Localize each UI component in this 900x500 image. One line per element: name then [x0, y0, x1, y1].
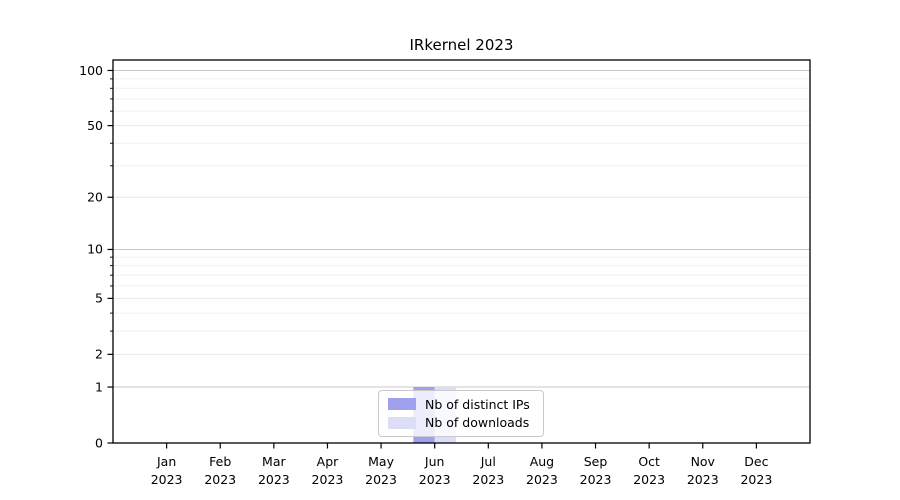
axes-frame — [112, 59, 811, 444]
y-tick-label-5: 5 — [95, 291, 103, 306]
x-tick-label-feb: Feb — [209, 454, 231, 469]
x-tick-year-jun: 2023 — [419, 472, 451, 487]
x-tick-year-nov: 2023 — [687, 472, 719, 487]
x-tick-year-sep: 2023 — [580, 472, 612, 487]
y-tick-label-1: 1 — [95, 379, 103, 394]
y-tick-label-2: 2 — [95, 347, 103, 362]
x-tick-label-dec: Dec — [744, 454, 768, 469]
chart-title: IRkernel 2023 — [409, 36, 514, 54]
x-tick-year-dec: 2023 — [740, 472, 772, 487]
legend: Nb of distinct IPs Nb of downloads — [378, 390, 544, 437]
x-tick-label-jan: Jan — [156, 454, 176, 469]
x-tick-label-may: May — [368, 454, 394, 469]
x-tick-label-sep: Sep — [584, 454, 608, 469]
legend-label: Nb of downloads — [425, 415, 530, 431]
x-tick-year-apr: 2023 — [312, 472, 344, 487]
x-tick-year-aug: 2023 — [526, 472, 558, 487]
y-tick-label-0: 0 — [95, 435, 103, 450]
x-tick-label-jun: Jun — [424, 454, 445, 469]
x-tick-label-aug: Aug — [530, 454, 554, 469]
legend-entry-1: Nb of downloads — [388, 414, 535, 432]
x-tick-year-jul: 2023 — [472, 472, 504, 487]
x-tick-year-feb: 2023 — [204, 472, 236, 487]
x-tick-label-jul: Jul — [480, 454, 496, 469]
y-tick-label-10: 10 — [87, 242, 103, 257]
y-tick-label-50: 50 — [87, 118, 103, 133]
y-tick-label-20: 20 — [87, 190, 103, 205]
x-tick-label-apr: Apr — [317, 454, 339, 469]
legend-swatch-icon — [388, 398, 416, 411]
x-tick-label-mar: Mar — [262, 454, 286, 469]
x-tick-label-oct: Oct — [638, 454, 660, 469]
legend-label: Nb of distinct IPs — [425, 396, 530, 412]
x-tick-year-mar: 2023 — [258, 472, 290, 487]
x-tick-year-jan: 2023 — [151, 472, 183, 487]
x-tick-year-oct: 2023 — [633, 472, 665, 487]
legend-entry-0: Nb of distinct IPs — [388, 395, 535, 413]
y-tick-label-100: 100 — [79, 63, 103, 78]
legend-swatch-icon — [388, 416, 416, 429]
x-tick-year-may: 2023 — [365, 472, 397, 487]
x-tick-label-nov: Nov — [691, 454, 716, 469]
